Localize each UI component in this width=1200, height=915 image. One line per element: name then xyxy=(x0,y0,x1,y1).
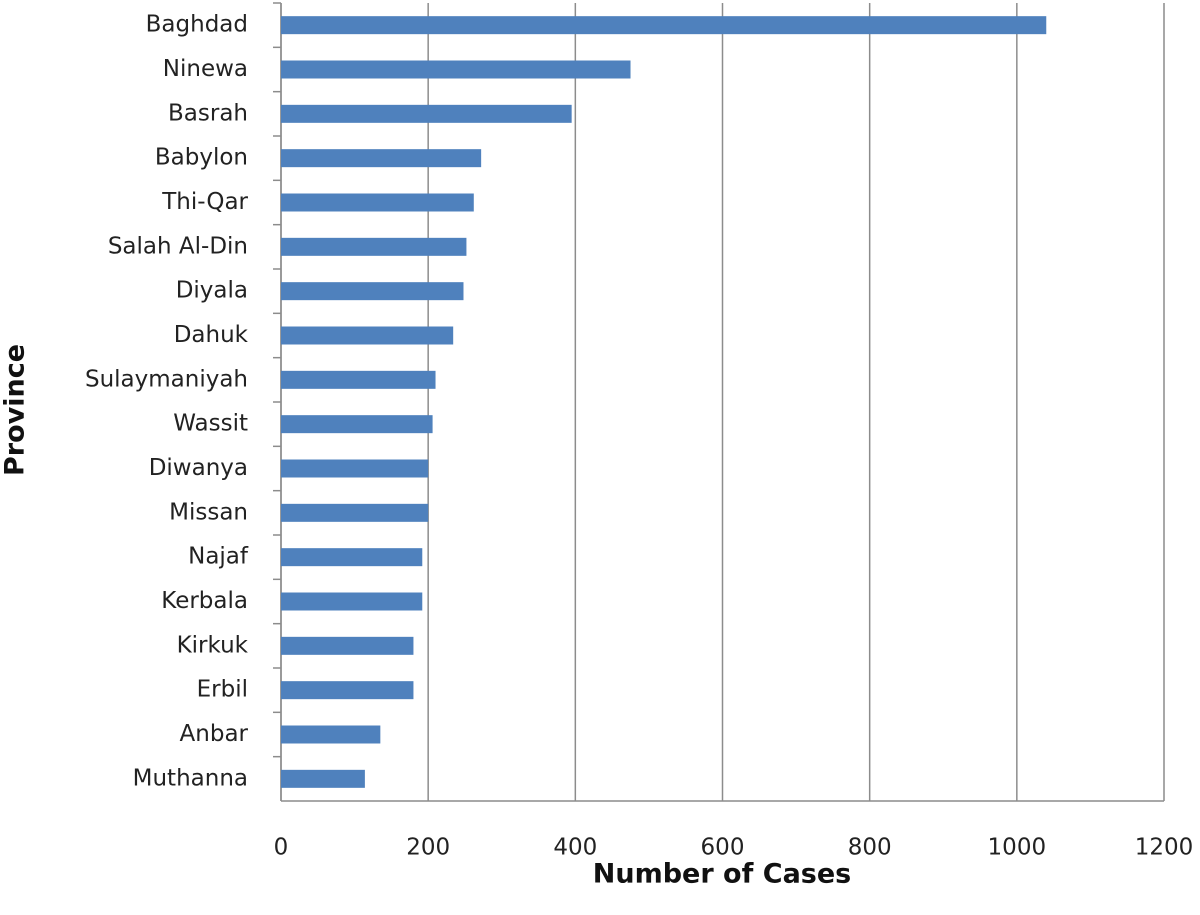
x-tick-label: 400 xyxy=(553,835,597,861)
x-tick-label: 200 xyxy=(406,835,450,861)
y-tick-label: Najaf xyxy=(188,544,249,570)
y-tick-label: Thi-Qar xyxy=(161,189,248,215)
bar xyxy=(281,193,474,212)
y-tick-label: Diyala xyxy=(176,278,248,304)
y-tick-label: Ninewa xyxy=(163,56,248,82)
y-axis-title: Province xyxy=(0,344,31,476)
y-tick-label: Kirkuk xyxy=(177,632,249,658)
x-tick-label: 1000 xyxy=(988,835,1047,861)
y-tick-label: Kerbala xyxy=(161,588,248,614)
y-tick-label: Muthanna xyxy=(133,765,248,791)
y-tick-label: Salah Al-Din xyxy=(108,233,248,259)
bar xyxy=(281,60,631,79)
bar xyxy=(281,681,414,700)
bar xyxy=(281,503,429,522)
bar xyxy=(281,592,423,611)
y-tick-label: Diwanya xyxy=(149,455,248,481)
bar xyxy=(281,415,433,434)
x-tick-label: 800 xyxy=(848,835,892,861)
bar xyxy=(281,370,436,389)
bar xyxy=(281,769,365,788)
bar xyxy=(281,16,1047,35)
bar xyxy=(281,104,572,123)
y-tick-label: Babylon xyxy=(155,145,248,171)
x-axis-title: Number of Cases xyxy=(593,859,852,890)
y-tick-label: Sulaymaniyah xyxy=(85,366,248,392)
y-tick-label: Wassit xyxy=(173,411,248,437)
bar xyxy=(281,282,464,301)
x-tick-label: 1200 xyxy=(1135,835,1194,861)
y-tick-label: Dahuk xyxy=(174,322,249,348)
y-tick-label: Erbil xyxy=(197,677,248,703)
y-tick-label: Basrah xyxy=(168,100,248,126)
bar xyxy=(281,149,482,168)
y-tick-label: Anbar xyxy=(180,721,249,747)
bar xyxy=(281,326,454,345)
bar xyxy=(281,237,467,256)
bar xyxy=(281,459,429,478)
x-tick-label: 0 xyxy=(274,835,289,861)
bar xyxy=(281,636,414,655)
y-tick-label: Missan xyxy=(169,499,248,525)
bar xyxy=(281,725,381,744)
y-tick-label: Baghdad xyxy=(146,12,248,38)
bar xyxy=(281,548,423,567)
x-tick-label: 600 xyxy=(701,835,745,861)
